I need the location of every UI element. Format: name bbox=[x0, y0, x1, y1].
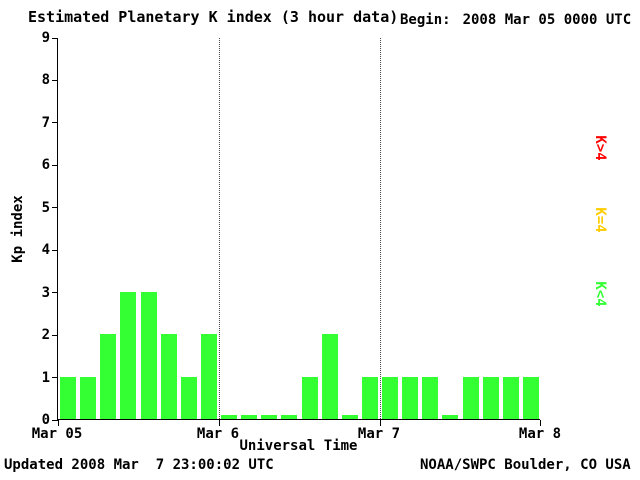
kp-bar bbox=[241, 415, 258, 419]
kp-bar bbox=[100, 334, 117, 419]
y-axis-tick-label: 6 bbox=[41, 157, 50, 174]
y-axis-tick bbox=[52, 249, 58, 251]
x-axis-tick-label: Mar 05 bbox=[31, 426, 83, 442]
y-axis-tick bbox=[52, 334, 58, 336]
kp-bar bbox=[160, 334, 177, 419]
begin-label: Begin: bbox=[400, 12, 451, 28]
kp-bar bbox=[462, 376, 479, 419]
x-axis-tick-label: Mar 8 bbox=[518, 426, 562, 442]
chart-title: Estimated Planetary K index (3 hour data… bbox=[28, 8, 399, 26]
legend-item-k-gt-4: K>4 bbox=[592, 135, 608, 161]
kp-bar bbox=[402, 376, 419, 419]
kp-bar bbox=[120, 291, 137, 419]
kp-bar bbox=[80, 376, 97, 419]
kp-bar bbox=[382, 376, 399, 419]
y-axis-tick bbox=[52, 164, 58, 166]
y-axis-tick bbox=[52, 207, 58, 209]
updated-timestamp: Updated 2008 Mar 7 23:00:02 UTC bbox=[4, 457, 274, 473]
kp-bar bbox=[261, 415, 278, 419]
begin-value: 2008 Mar 05 0000 UTC bbox=[462, 12, 632, 28]
kp-bar bbox=[200, 334, 217, 419]
x-axis-tick bbox=[219, 420, 220, 426]
y-axis-tick-label: 8 bbox=[41, 72, 50, 89]
y-axis-tick-label: 4 bbox=[41, 242, 50, 259]
y-axis-tick bbox=[52, 37, 58, 39]
y-axis-tick bbox=[52, 79, 58, 81]
kp-bar bbox=[341, 415, 358, 419]
begin-timestamp: Begin: 2008 Mar 05 0000 UTC bbox=[400, 12, 631, 28]
kp-bar bbox=[60, 376, 77, 419]
y-axis-tick bbox=[52, 292, 58, 294]
x-axis-tick-label: Mar 6 bbox=[196, 426, 240, 442]
kp-bar bbox=[180, 376, 197, 419]
y-axis-tick-label: 5 bbox=[41, 199, 50, 216]
x-axis-title: Universal Time bbox=[239, 438, 358, 454]
kp-bar bbox=[281, 415, 298, 419]
y-axis-tick bbox=[52, 419, 58, 421]
y-axis-title: Kp index bbox=[10, 195, 26, 263]
y-axis-tick bbox=[52, 377, 58, 379]
day-boundary-line bbox=[380, 38, 381, 419]
source-credit: NOAA/SWPC Boulder, CO USA bbox=[420, 457, 631, 473]
y-axis-tick-label: 2 bbox=[41, 327, 50, 344]
kp-bar bbox=[442, 415, 459, 419]
x-axis-labels: Mar 05 Mar 6 Mar 7 Mar 8 bbox=[32, 426, 561, 442]
kp-bar bbox=[502, 376, 519, 419]
y-axis-tick-label: 0 bbox=[41, 412, 50, 428]
kp-bar bbox=[301, 376, 318, 419]
kp-bar bbox=[361, 376, 378, 419]
legend-item-k-eq-4: K=4 bbox=[592, 207, 608, 233]
kp-bar bbox=[482, 376, 499, 419]
kp-bar bbox=[140, 291, 157, 419]
plot-area bbox=[52, 37, 541, 426]
y-axis-tick-label: 7 bbox=[41, 114, 50, 131]
x-axis-tick bbox=[380, 420, 381, 426]
kp-bar bbox=[522, 376, 539, 419]
kp-bar bbox=[321, 334, 338, 419]
y-axis-tick bbox=[52, 122, 58, 124]
x-axis-tick bbox=[540, 420, 541, 426]
x-axis-tick-label: Mar 7 bbox=[357, 426, 401, 442]
kp-bar bbox=[422, 376, 439, 419]
y-axis-tick-label: 9 bbox=[41, 30, 50, 46]
y-axis-tick-label: 3 bbox=[41, 284, 50, 301]
legend-item-k-lt-4: K<4 bbox=[592, 281, 608, 307]
x-axis-tick bbox=[58, 420, 59, 426]
y-axis-tick-label: 1 bbox=[41, 369, 50, 386]
kp-bar bbox=[221, 415, 238, 419]
day-boundary-line bbox=[219, 38, 220, 419]
y-axis-labels: 0 1 2 3 4 5 6 7 8 9 bbox=[28, 30, 50, 428]
